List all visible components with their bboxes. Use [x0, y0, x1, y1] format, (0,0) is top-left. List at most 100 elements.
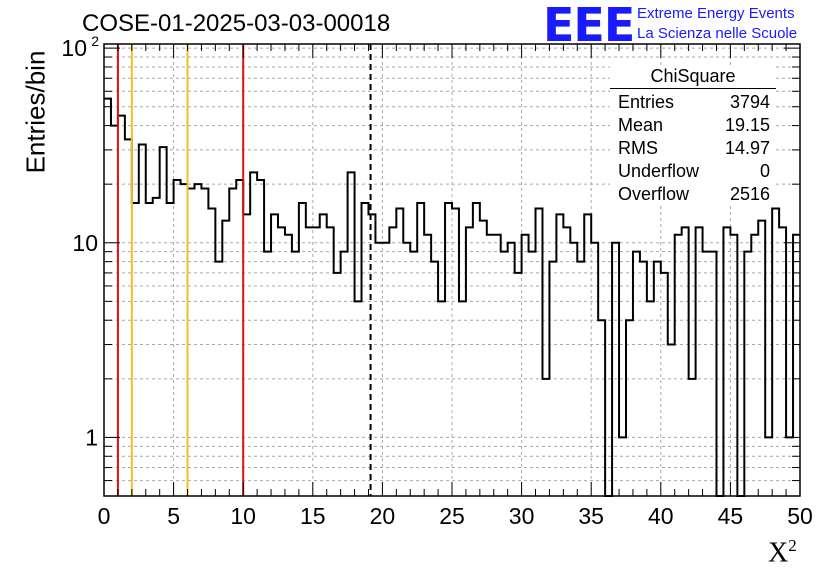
- histogram-bin: [132, 203, 139, 496]
- histogram-bin: [675, 235, 682, 496]
- histogram-bin: [710, 252, 717, 496]
- histogram-bin: [146, 203, 153, 496]
- histogram-bin: [188, 189, 195, 496]
- histogram-bin: [417, 203, 424, 496]
- histogram-bin: [626, 320, 633, 496]
- histogram-bin: [313, 227, 320, 496]
- histogram-bin: [556, 214, 563, 496]
- histogram-bin: [243, 214, 250, 496]
- histogram-bin: [445, 203, 452, 496]
- histogram-bin: [355, 301, 362, 496]
- histogram-bin: [668, 345, 675, 496]
- histogram-bin: [466, 227, 473, 496]
- chart-title: COSE-01-2025-03-03-00018: [82, 10, 391, 37]
- logo-line-1: Extreme Energy Events: [637, 5, 795, 22]
- histogram-bin: [201, 189, 208, 496]
- histogram-bin: [487, 235, 494, 496]
- histogram-bin: [410, 252, 417, 496]
- y-tick-label-exponent: 2: [91, 33, 99, 49]
- stats-box: ChiSquare Entries 3794 Mean 19.15 RMS 14.97…: [610, 66, 776, 206]
- stats-row-mean: Mean 19.15: [618, 115, 770, 135]
- histogram-bin: [612, 243, 619, 496]
- y-tick-label: 10: [72, 230, 98, 256]
- x-tick-label: 15: [300, 503, 326, 529]
- histogram-bin: [278, 227, 285, 496]
- y-tick-label: 1: [85, 424, 98, 450]
- histogram-bin: [522, 235, 529, 496]
- histogram-bin: [647, 301, 654, 496]
- histogram-bin: [320, 214, 327, 496]
- histogram-bin: [264, 252, 271, 496]
- stats-row-rms: RMS 14.97: [618, 138, 770, 158]
- histogram-bin: [696, 227, 703, 496]
- histogram-bin: [438, 301, 445, 496]
- x-tick-label: 25: [439, 503, 465, 529]
- logo-line-2: La Scienza nelle Scuole: [637, 25, 798, 42]
- stats-row-overflow: Overflow 2516: [618, 184, 770, 204]
- histogram-bin: [368, 214, 375, 496]
- x-tick-label: 5: [167, 503, 180, 529]
- x-tick-label: 0: [98, 503, 111, 529]
- x-tick-label: 35: [578, 503, 604, 529]
- eee-logo: EEE: [543, 0, 635, 52]
- histogram-bin: [591, 243, 598, 496]
- histogram-bin: [584, 214, 591, 496]
- histogram-bin: [501, 252, 508, 496]
- histogram-bin: [779, 227, 786, 496]
- stats-title: ChiSquare: [610, 66, 776, 89]
- x-axis-label: X2: [768, 536, 797, 569]
- x-tick-label: 50: [787, 503, 813, 529]
- histogram-bin: [292, 252, 299, 496]
- histogram-bin: [424, 235, 431, 496]
- histogram-bin: [160, 147, 167, 496]
- histogram-bin: [194, 184, 201, 496]
- y-axis-label: Entries/bin: [20, 50, 51, 174]
- histogram-bin: [362, 203, 369, 496]
- histogram-bin: [661, 273, 668, 496]
- histogram-bin: [703, 252, 710, 496]
- histogram-bin: [306, 227, 313, 496]
- histogram-bin: [327, 227, 334, 496]
- histogram-bin: [723, 227, 730, 496]
- histogram-bin: [403, 243, 410, 496]
- histogram-bin: [389, 227, 396, 496]
- histogram-bin: [494, 235, 501, 496]
- y-tick-label: 10: [61, 35, 87, 61]
- histogram-bin: [125, 139, 132, 496]
- histogram-bin: [104, 99, 111, 496]
- x-tick-label: 20: [370, 503, 396, 529]
- histogram-bin: [382, 243, 389, 496]
- stats-row-underflow: Underflow 0: [618, 161, 770, 181]
- histogram-bin: [515, 273, 522, 496]
- histogram-bin: [167, 203, 174, 496]
- histogram-bin: [341, 252, 348, 496]
- histogram-bin: [751, 235, 758, 496]
- histogram-bin: [118, 116, 125, 496]
- x-tick-label: 40: [648, 503, 674, 529]
- x-tick-label: 30: [509, 503, 535, 529]
- x-tick-label: 45: [718, 503, 744, 529]
- histogram-bin: [229, 189, 236, 496]
- histogram-bin: [570, 243, 577, 496]
- histogram-bin: [529, 252, 536, 496]
- histogram-bin: [793, 235, 800, 496]
- histogram-bin: [348, 172, 355, 496]
- x-tick-label: 10: [230, 503, 256, 529]
- histogram-bin: [271, 214, 278, 496]
- histogram-bin: [334, 273, 341, 496]
- histogram-bin: [633, 252, 640, 496]
- histogram-bin: [285, 235, 292, 496]
- histogram-bin: [473, 203, 480, 496]
- histogram-bin: [508, 243, 515, 496]
- histogram-bin: [174, 180, 181, 496]
- histogram-bin: [236, 180, 243, 496]
- histogram-bin: [682, 227, 689, 496]
- histogram-bin: [730, 235, 737, 496]
- histogram-bin: [744, 252, 751, 496]
- histogram-bin: [375, 243, 382, 496]
- histogram-bin: [299, 203, 306, 496]
- stats-row-entries: Entries 3794: [618, 92, 770, 112]
- histogram-bin: [111, 126, 118, 496]
- histogram-outline: [104, 97, 800, 497]
